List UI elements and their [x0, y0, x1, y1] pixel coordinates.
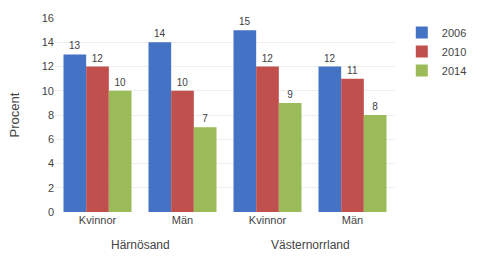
svg-text:12: 12	[92, 53, 104, 64]
svg-text:11: 11	[347, 65, 358, 76]
svg-text:14: 14	[42, 36, 54, 48]
svg-text:2: 2	[48, 182, 54, 194]
svg-text:Procent: Procent	[7, 92, 22, 137]
svg-text:8: 8	[48, 109, 54, 121]
svg-text:10: 10	[114, 77, 126, 88]
svg-text:2006: 2006	[442, 27, 466, 39]
svg-text:10: 10	[42, 85, 54, 97]
svg-text:10: 10	[177, 77, 189, 88]
svg-text:15: 15	[239, 16, 251, 27]
svg-text:0: 0	[48, 206, 54, 218]
svg-text:Västernorrland: Västernorrland	[271, 238, 350, 252]
svg-text:2010: 2010	[442, 46, 466, 58]
svg-text:6: 6	[48, 133, 54, 145]
svg-text:4: 4	[48, 157, 54, 169]
svg-text:Män: Män	[172, 214, 193, 226]
svg-text:Kvinnor: Kvinnor	[79, 214, 117, 226]
svg-text:12: 12	[42, 60, 54, 72]
svg-text:2014: 2014	[442, 65, 466, 77]
svg-text:12: 12	[324, 53, 336, 64]
svg-text:12: 12	[262, 53, 274, 64]
svg-text:14: 14	[154, 28, 166, 39]
svg-text:Härnösand: Härnösand	[111, 238, 170, 252]
svg-text:Kvinnor: Kvinnor	[249, 214, 287, 226]
svg-text:8: 8	[372, 101, 378, 112]
svg-text:7: 7	[202, 113, 208, 124]
svg-text:16: 16	[42, 12, 54, 24]
svg-text:13: 13	[69, 40, 81, 51]
svg-text:9: 9	[287, 89, 293, 100]
svg-text:Män: Män	[342, 214, 363, 226]
